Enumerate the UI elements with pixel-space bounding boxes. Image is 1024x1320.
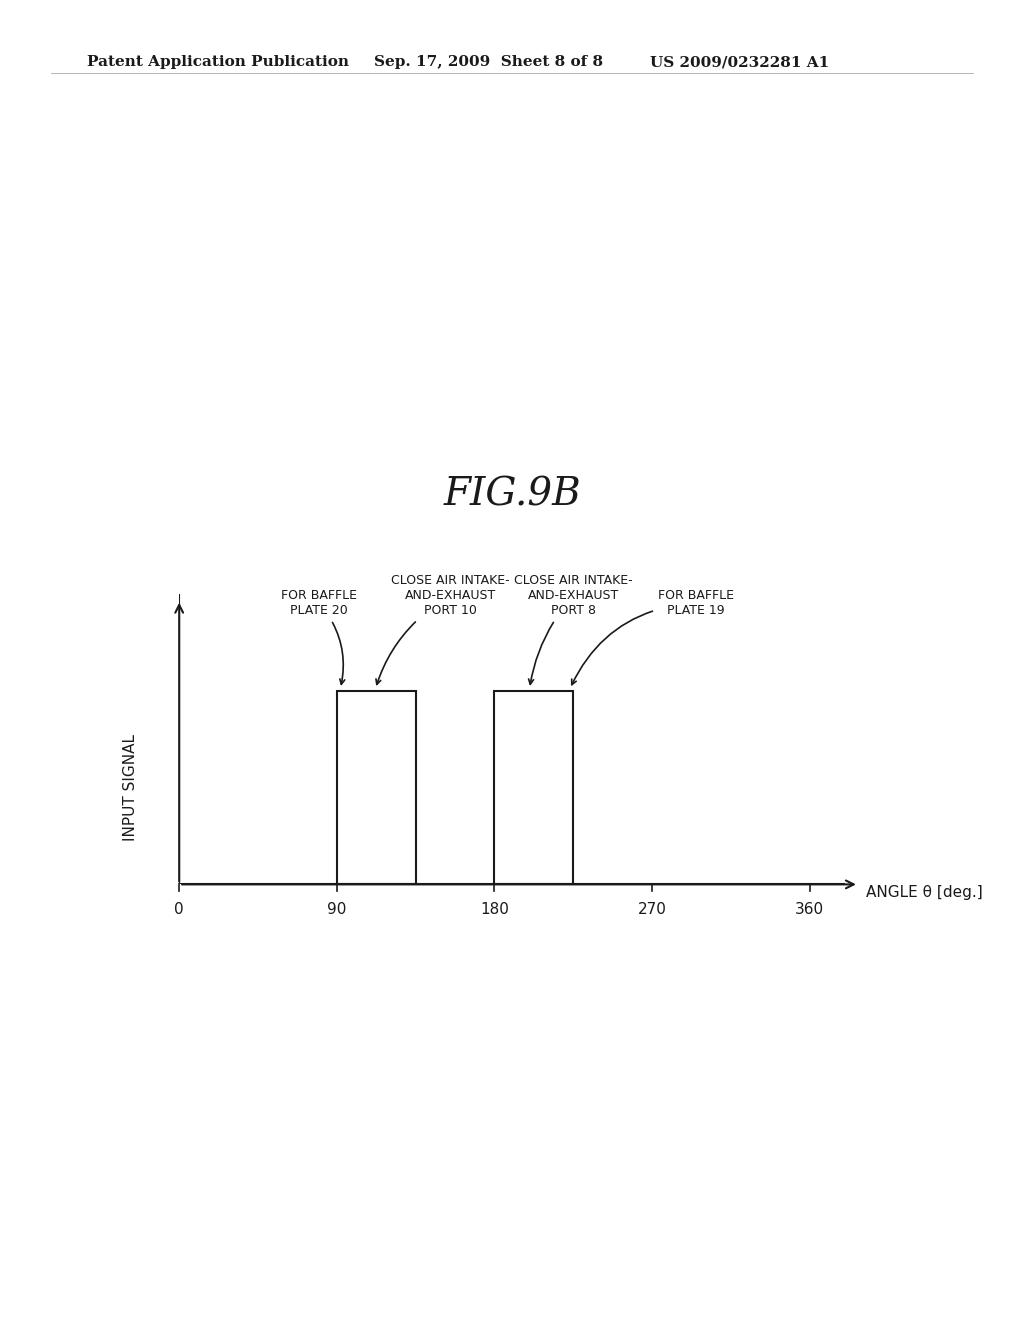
Text: 90: 90 <box>327 902 346 917</box>
Text: ANGLE θ [deg.]: ANGLE θ [deg.] <box>866 884 983 900</box>
Text: INPUT SIGNAL: INPUT SIGNAL <box>123 734 137 841</box>
Bar <box>337 690 416 884</box>
Text: FOR BAFFLE
PLATE 20: FOR BAFFLE PLATE 20 <box>282 589 357 684</box>
Text: FIG.9B: FIG.9B <box>443 477 581 513</box>
Text: 270: 270 <box>638 902 667 917</box>
Text: Patent Application Publication: Patent Application Publication <box>87 55 349 70</box>
Text: US 2009/0232281 A1: US 2009/0232281 A1 <box>650 55 829 70</box>
Bar <box>495 690 573 884</box>
Text: FOR BAFFLE
PLATE 19: FOR BAFFLE PLATE 19 <box>571 589 734 685</box>
Text: 0: 0 <box>174 902 184 917</box>
Text: 360: 360 <box>796 902 824 917</box>
Text: 180: 180 <box>480 902 509 917</box>
Text: CLOSE AIR INTAKE-
AND-EXHAUST
PORT 8: CLOSE AIR INTAKE- AND-EXHAUST PORT 8 <box>514 574 633 684</box>
Text: CLOSE AIR INTAKE-
AND-EXHAUST
PORT 10: CLOSE AIR INTAKE- AND-EXHAUST PORT 10 <box>376 574 510 685</box>
Text: Sep. 17, 2009  Sheet 8 of 8: Sep. 17, 2009 Sheet 8 of 8 <box>374 55 603 70</box>
